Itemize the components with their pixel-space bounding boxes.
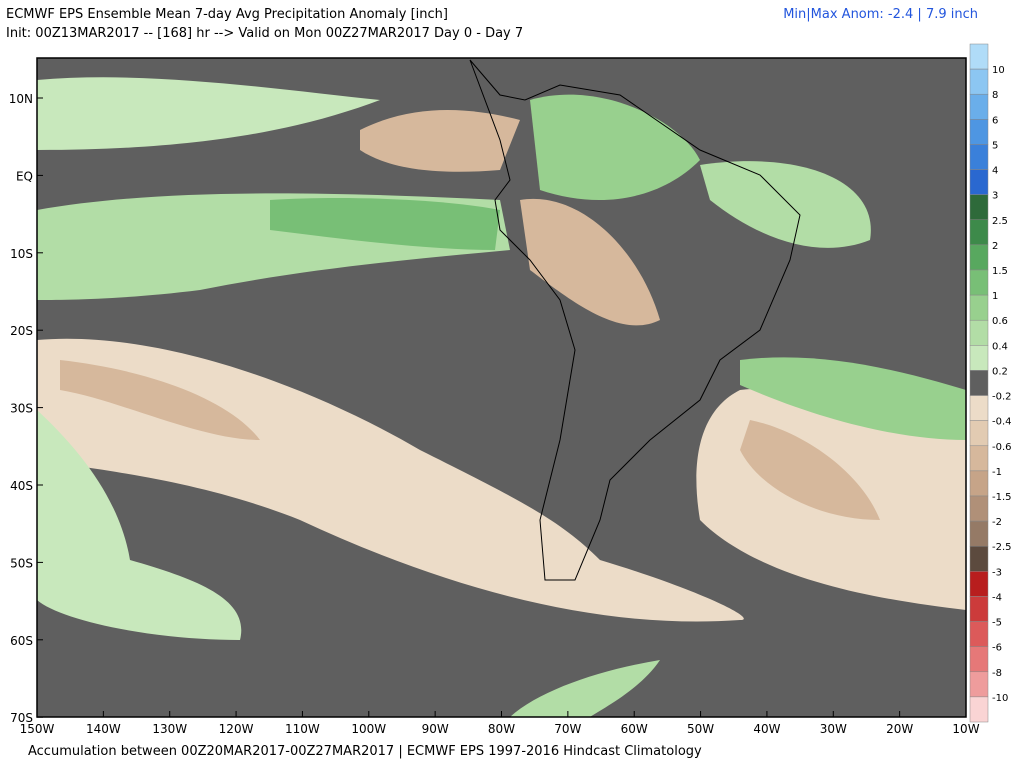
colorbar-swatch [969, 445, 989, 472]
colorbar-label: 10 [992, 65, 1005, 76]
colorbar-label: 3 [992, 191, 998, 202]
lat-axis: 10N EQ 10S 20S 30S 40S 50S 60S 70S [9, 92, 43, 725]
colorbar-label: -2.5 [992, 542, 1012, 553]
coastline [469, 59, 801, 581]
colorbar-label: -5 [992, 618, 1002, 629]
wet-core [270, 198, 500, 250]
wet-band [37, 77, 380, 150]
colorbar-swatch [969, 43, 989, 70]
colorbar-label: 5 [992, 140, 998, 151]
colorbar-label: -0.2 [992, 392, 1012, 403]
colorbar-swatch [969, 244, 989, 271]
colorbar-label: 2 [992, 241, 998, 252]
lon-label: 50W [687, 722, 714, 736]
wet-region [740, 357, 966, 440]
colorbar-label: 8 [992, 90, 998, 101]
footer: Accumulation between 00Z20MAR2017-00Z27M… [28, 744, 702, 759]
colorbar-label: 6 [992, 115, 998, 126]
lat-label: EQ [16, 169, 33, 183]
wet-region [700, 161, 871, 248]
colorbar-swatch [969, 470, 989, 497]
minmax: Min|Max Anom: -2.4 | 7.9 inch [783, 7, 978, 22]
dry-region [520, 198, 660, 326]
colorbar-swatch [969, 93, 989, 120]
lat-label: 70S [10, 711, 33, 725]
wet-region [37, 410, 242, 640]
colorbar-swatch [969, 119, 989, 145]
dry-region [360, 110, 520, 172]
colorbar-swatch [969, 696, 989, 723]
colorbar-label: -1.5 [992, 492, 1012, 503]
colorbar-label: 2.5 [992, 216, 1008, 227]
colorbar: 10 8 6 5 4 3 2.5 2 1.5 1 0.6 0.4 0.2 -0.2 -0.4 -0.6 -1 -1… [969, 43, 1012, 723]
lon-axis: 150W 140W 130W 120W 110W 100W 90W 80W 70W 60W 50W 4… [20, 711, 980, 736]
colorbar-swatch [969, 395, 989, 421]
dry-core [60, 360, 260, 440]
lat-label: 20S [10, 324, 33, 338]
colorbar-label: 1 [992, 291, 998, 302]
lon-label: 100W [351, 722, 386, 736]
lat-label: 50S [10, 556, 33, 570]
colorbar-swatch [969, 144, 989, 170]
colorbar-swatch [969, 571, 989, 597]
colorbar-label: 0.2 [992, 366, 1008, 377]
lat-label: 60S [10, 634, 33, 648]
lat-label: 10S [10, 247, 33, 261]
colorbar-label: 0.4 [992, 341, 1008, 352]
lon-label: 40W [753, 722, 780, 736]
colorbar-swatch [969, 194, 989, 221]
lon-label: 90W [422, 722, 449, 736]
colorbar-label: -6 [992, 643, 1002, 654]
lon-label: 80W [488, 722, 515, 736]
lat-label: 30S [10, 402, 33, 416]
title: ECMWF EPS Ensemble Mean 7-day Avg Precip… [6, 7, 448, 22]
lon-label: 130W [152, 722, 187, 736]
colorbar-label: 1.5 [992, 266, 1008, 277]
lon-label: 70W [554, 722, 581, 736]
colorbar-label: 4 [992, 166, 998, 177]
colorbar-swatch [969, 621, 989, 647]
colorbar-label: -4 [992, 592, 1002, 603]
colorbar-label: -0.6 [992, 442, 1012, 453]
colorbar-label: 0.6 [992, 316, 1008, 327]
colorbar-swatch [969, 319, 989, 346]
colorbar-swatch [969, 520, 989, 547]
colorbar-swatch [969, 370, 989, 396]
dry-core [740, 420, 880, 520]
lon-label: 120W [219, 722, 254, 736]
colorbar-swatch [969, 345, 989, 371]
colorbar-label: -8 [992, 668, 1002, 679]
colorbar-swatch [969, 169, 989, 195]
colorbar-swatch [969, 420, 989, 447]
colorbar-swatch [969, 596, 989, 622]
lon-label: 140W [86, 722, 121, 736]
lon-label: 10W [952, 722, 979, 736]
lon-label: 30W [820, 722, 847, 736]
colorbar-label: -0.4 [992, 417, 1012, 428]
colorbar-label: -10 [992, 693, 1008, 704]
lon-label: 60W [621, 722, 648, 736]
colorbar-swatch [969, 646, 989, 673]
colorbar-swatch [969, 495, 989, 522]
colorbar-swatch [969, 545, 989, 572]
subtitle: Init: 00Z13MAR2017 -- [168] hr --> Valid… [6, 26, 523, 41]
lon-label: 110W [285, 722, 320, 736]
colorbar-swatch [969, 294, 989, 321]
colorbar-swatch [969, 671, 989, 698]
wet-region [510, 660, 660, 717]
map [36, 57, 967, 718]
lat-label: 10N [9, 92, 33, 106]
lat-label: 40S [10, 479, 33, 493]
colorbar-swatch [969, 269, 989, 296]
lon-label: 20W [886, 722, 913, 736]
colorbar-label: -1 [992, 467, 1002, 478]
colorbar-swatch [969, 68, 989, 95]
colorbar-label: -3 [992, 567, 1002, 578]
lon-label: 150W [20, 722, 55, 736]
colorbar-swatch [969, 219, 989, 246]
colorbar-label: -2 [992, 517, 1002, 528]
